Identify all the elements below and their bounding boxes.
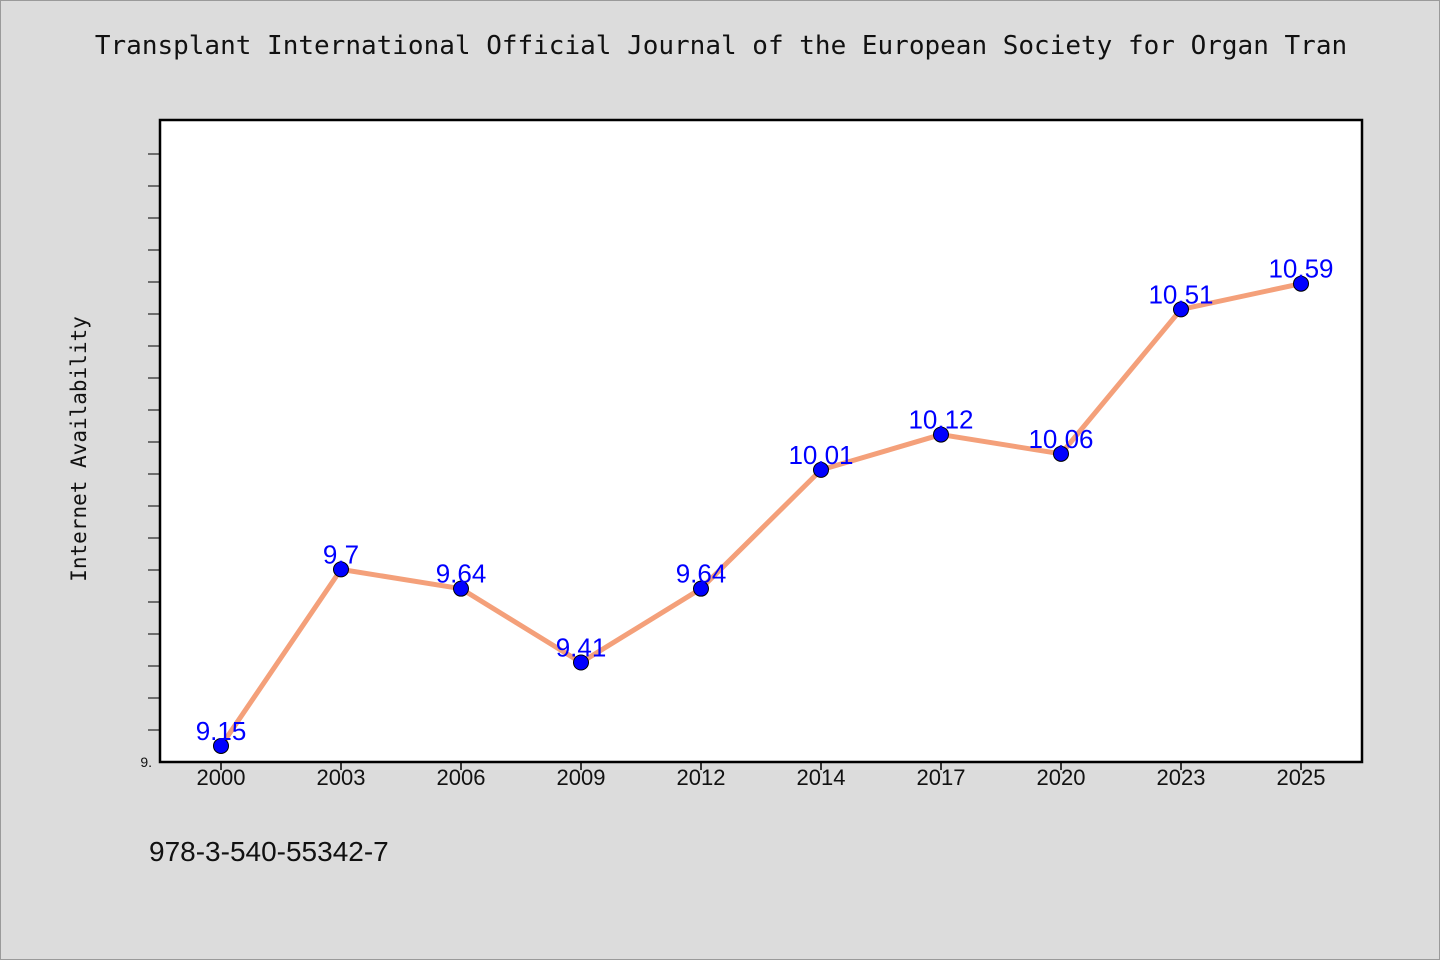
x-tick-label: 2009 [557,765,606,790]
data-label: 9.7 [323,539,359,569]
data-point [573,654,589,671]
x-tick-label: 2017 [917,765,966,790]
x-tick-label: 2012 [677,765,726,790]
x-tick-label: 2014 [797,765,846,790]
data-point [813,461,829,478]
data-point [213,737,229,754]
plot-area [158,118,1364,764]
isbn-note: 978-3-540-55342-7 [149,836,389,867]
marker-group [213,275,1309,754]
data-point [933,426,949,443]
data-point [1173,301,1189,318]
data-label: 9.64 [436,559,487,589]
data-point [1293,275,1309,292]
x-tick-label: 2023 [1157,765,1206,790]
x-tick-label: 2000 [197,765,246,790]
data-label: 10.12 [908,405,973,435]
x-tick-label: 2006 [437,765,486,790]
chart-title: Transplant International Official Journa… [94,31,1348,61]
data-label: 10.01 [788,440,853,470]
x-tick-label: 2025 [1277,765,1326,790]
data-point [1053,445,1069,462]
data-label: 10.06 [1028,424,1093,454]
data-point [693,580,709,597]
data-label: 9.15 [196,716,247,746]
x-axis-ticks: 2000 2003 2006 2009 2012 2014 2017 2020 2023 2025 [197,762,1326,790]
y-axis-ticks: 9. [140,153,160,770]
data-label: 10.59 [1268,254,1333,284]
data-label: 9.64 [676,559,727,589]
data-point [333,561,349,578]
data-label: 9.41 [556,632,607,662]
series-line [218,281,1304,749]
data-label: 10.51 [1148,279,1213,309]
data-label-group: 9.15 9.7 9.64 9.41 9.64 10.01 10.12 10.06 10.51 1… [196,254,1334,746]
x-tick-label: 2003 [317,765,366,790]
series-line-group [218,281,1304,749]
x-tick-label: 2020 [1037,765,1086,790]
data-point [453,580,469,597]
y-tick-label: 9. [140,754,152,770]
